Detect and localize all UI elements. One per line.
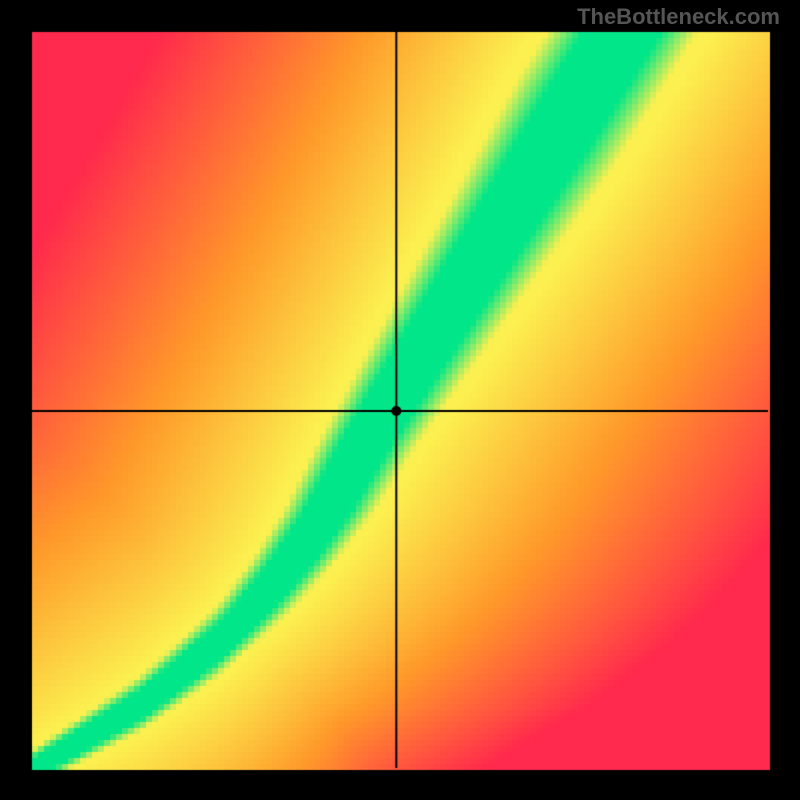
watermark-text: TheBottleneck.com [577,4,780,30]
heatmap-canvas [0,0,800,800]
chart-container: TheBottleneck.com [0,0,800,800]
